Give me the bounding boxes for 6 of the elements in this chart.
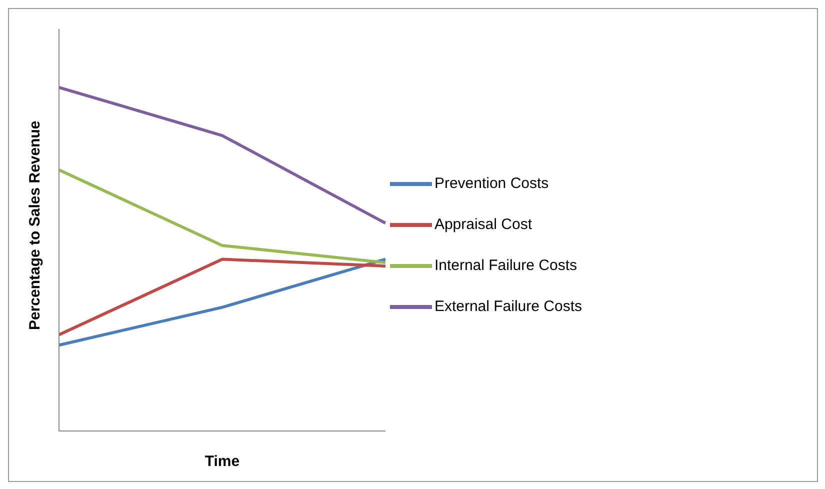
legend-label: Prevention Costs bbox=[434, 175, 549, 192]
legend-label: External Failure Costs bbox=[434, 298, 582, 315]
legend-label: Appraisal Cost bbox=[434, 216, 532, 233]
legend-label: Internal Failure Costs bbox=[434, 257, 577, 274]
y-axis-title: Percentage to Sales Revenue bbox=[26, 120, 44, 330]
x-axis-title: Time bbox=[204, 453, 240, 470]
